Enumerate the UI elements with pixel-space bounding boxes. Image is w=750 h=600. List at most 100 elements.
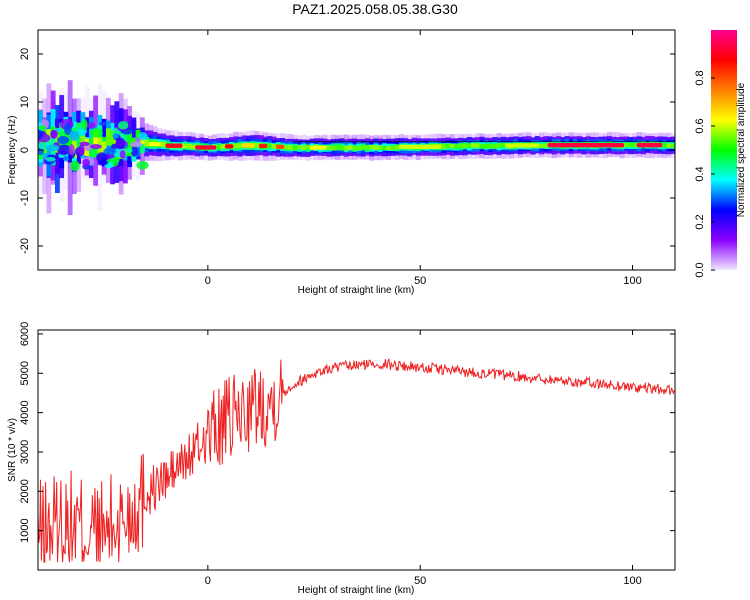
snr-frame xyxy=(37,329,676,571)
heatmap-blob xyxy=(82,158,90,167)
heatmap-blob xyxy=(57,136,70,144)
spectrogram-y-tick-label: 20 xyxy=(19,48,31,60)
heatmap-blob xyxy=(97,160,109,166)
heatmap-cell xyxy=(466,143,472,148)
heatmap-peak xyxy=(398,144,442,150)
colorbar: 0.0 0.2 0.4 0.6 0.8 Normalized spectral ampl… xyxy=(694,30,747,278)
heatmap-cell xyxy=(670,143,675,149)
heatmap-cell xyxy=(339,145,345,150)
heatmap-cell xyxy=(377,145,383,150)
heatmap-cell xyxy=(373,145,379,150)
heatmap-cell xyxy=(131,117,137,156)
heatmap-blob xyxy=(112,132,119,139)
heatmap-cell xyxy=(101,141,107,153)
heatmap-cell xyxy=(462,143,468,148)
heatmap-blob xyxy=(81,118,88,131)
heatmap-peak xyxy=(275,144,285,150)
heatmap-cell xyxy=(292,145,298,151)
snr-y-tick-label: 6000 xyxy=(19,322,31,346)
heatmap-cell xyxy=(161,141,166,148)
spectrogram-heatmap xyxy=(38,80,675,216)
heatmap-cell xyxy=(352,146,358,151)
heatmap-cell xyxy=(233,143,239,149)
colorbar-tick-label: 0.2 xyxy=(694,214,706,229)
heatmap-cell xyxy=(190,144,196,150)
spectrogram-x-tick-label: 100 xyxy=(623,275,641,287)
heatmap-cell xyxy=(445,143,451,148)
heatmap-blob xyxy=(45,144,60,152)
heatmap-cell xyxy=(254,143,260,149)
colorbar-tick-label: 0.6 xyxy=(694,118,706,133)
heatmap-cell xyxy=(326,145,332,150)
heatmap-cell xyxy=(471,143,477,148)
heatmap-cell xyxy=(110,130,116,146)
heatmap-cell xyxy=(496,143,502,148)
heatmap-blob xyxy=(57,144,71,155)
heatmap-cell xyxy=(394,145,400,150)
heatmap-cell xyxy=(539,143,544,149)
spectrogram-x-axis-label: Height of straight line (km) xyxy=(298,285,415,296)
heatmap-blob xyxy=(117,121,129,130)
heatmap-cell xyxy=(343,146,349,151)
snr-y-tick-label: 3000 xyxy=(19,440,31,464)
heatmap-cell xyxy=(237,143,243,149)
spectrogram-panel: 0 50 100 -20 -10 0 10 20 Height of straight lin… xyxy=(7,29,676,296)
chart-title: PAZ1.2025.058.05.38.G30 xyxy=(292,1,458,17)
spectrogram-y-tick-label: -10 xyxy=(19,190,31,206)
heatmap-cell xyxy=(624,142,629,148)
colorbar-label: Normalized spectral amplitude xyxy=(736,82,747,217)
heatmap-cell xyxy=(356,145,362,151)
heatmap-cell xyxy=(305,144,311,150)
heatmap-blob xyxy=(136,160,149,170)
snr-y-tick-label: 5000 xyxy=(19,361,31,385)
snr-x-tick-label: 50 xyxy=(414,575,426,587)
heatmap-cell xyxy=(381,145,387,151)
heatmap-blob xyxy=(68,144,75,156)
heatmap-blob xyxy=(96,152,108,163)
heatmap-cell xyxy=(543,143,549,148)
heatmap-blob xyxy=(64,123,72,136)
spectrogram-y-tick-label: -20 xyxy=(19,238,31,254)
heatmap-blob xyxy=(119,149,126,159)
heatmap-peak xyxy=(148,141,162,147)
colorbar-tick-label: 0.4 xyxy=(694,166,706,181)
heatmap-blob xyxy=(68,130,80,142)
heatmap-blob xyxy=(45,157,56,162)
heatmap-peak xyxy=(505,143,540,148)
heatmap-cell xyxy=(500,142,506,148)
heatmap-cell xyxy=(301,145,307,150)
heatmap-cell xyxy=(348,145,353,150)
heatmap-cell xyxy=(666,143,672,148)
spectrogram-y-axis-label: Frequency (Hz) xyxy=(7,116,18,185)
heatmap-blob xyxy=(129,141,143,148)
heatmap-blob xyxy=(87,122,96,129)
snr-y-tick-label: 2000 xyxy=(19,479,31,503)
heatmap-cell xyxy=(144,139,150,147)
heatmap-peak xyxy=(258,143,268,149)
heatmap-cell xyxy=(186,144,192,149)
heatmap-peak xyxy=(636,143,663,148)
heatmap-cell xyxy=(288,145,294,150)
heatmap-cell xyxy=(331,146,336,151)
heatmap-cell xyxy=(632,142,638,148)
heatmap-cell xyxy=(458,143,464,148)
snr-x-tick-label: 0 xyxy=(205,575,211,587)
heatmap-cell xyxy=(369,145,375,150)
spectrogram-y-tick-label: 10 xyxy=(19,96,31,108)
snr-x-tick-label: 100 xyxy=(623,575,641,587)
heatmap-cell xyxy=(271,144,277,149)
heatmap-blob xyxy=(89,128,103,138)
heatmap-cell xyxy=(182,143,188,149)
heatmap-cell xyxy=(220,144,226,149)
heatmap-blob xyxy=(98,121,107,126)
heatmap-blob xyxy=(78,144,85,156)
snr-y-axis-label: SNR (10 * v/v) xyxy=(7,418,18,482)
heatmap-cell xyxy=(441,144,447,149)
heatmap-cell xyxy=(454,144,460,149)
heatmap-blob xyxy=(79,141,90,146)
heatmap-cell xyxy=(284,145,290,150)
heatmap-cell xyxy=(475,143,481,148)
colorbar-gradient xyxy=(711,30,737,270)
heatmap-cell xyxy=(483,143,489,149)
